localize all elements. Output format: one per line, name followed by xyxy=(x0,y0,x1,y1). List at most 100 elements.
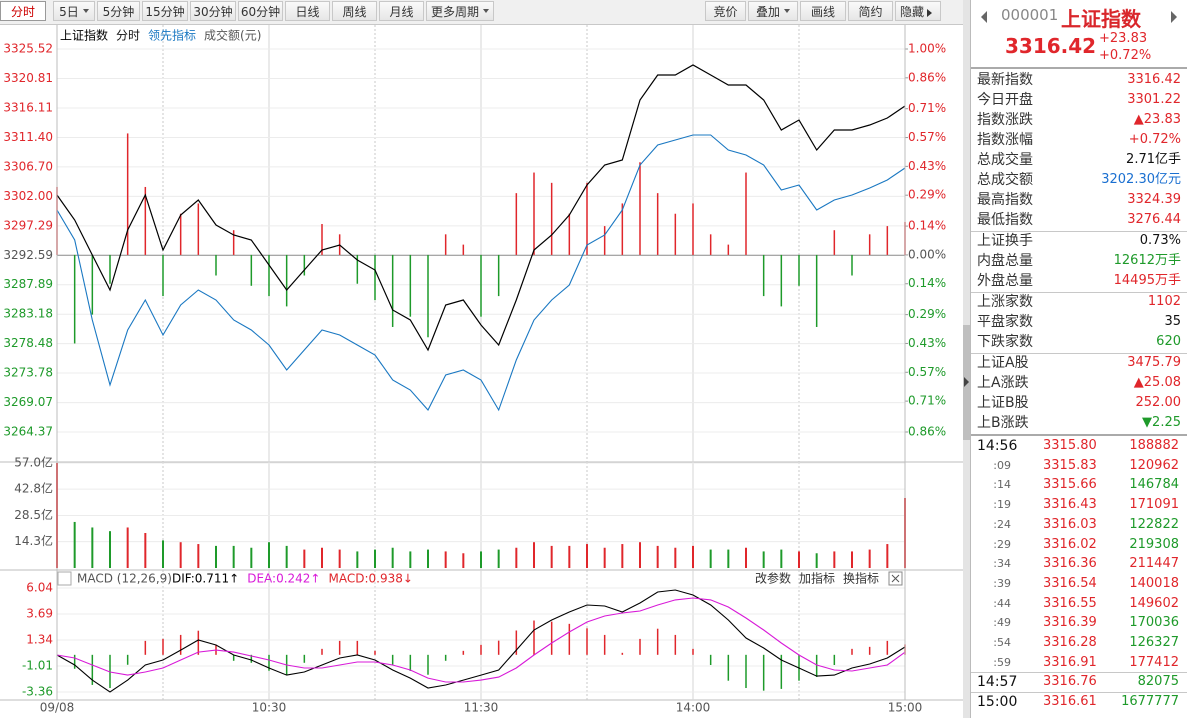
quote-label: 总成交额 xyxy=(977,172,1033,188)
tick-row: 15:00 3316.61 1677777 xyxy=(971,692,1187,712)
tick-time: :34 xyxy=(993,557,1011,571)
tool-button[interactable]: 隐藏 xyxy=(895,1,941,21)
collapse-tab[interactable] xyxy=(963,325,970,440)
y-tick-label: 3297.29 xyxy=(3,218,53,232)
separator xyxy=(971,692,1187,694)
line xyxy=(56,589,906,693)
prev-icon[interactable] xyxy=(979,10,989,24)
quote-row: 最新指数 3316.42 xyxy=(971,70,1187,90)
quote-label: 上证B股 xyxy=(977,395,1029,411)
tick-volume: 170036 xyxy=(1129,615,1179,631)
tick-row: :59 3316.91 177412 xyxy=(971,653,1187,673)
tool-button[interactable]: 画线 xyxy=(800,1,846,21)
quote-label: 上证A股 xyxy=(977,355,1029,371)
period-button[interactable]: 月线 xyxy=(379,1,424,21)
tool-button[interactable]: 叠加 xyxy=(748,1,798,21)
period-button[interactable]: 更多周期 xyxy=(426,1,494,21)
quote-label: 最高指数 xyxy=(977,192,1033,208)
quote-value: 252.00 xyxy=(1135,395,1182,410)
tick-price: 3316.91 xyxy=(1043,654,1097,670)
period-button[interactable]: 30分钟 xyxy=(190,1,236,21)
tick-time: :39 xyxy=(993,576,1011,590)
tick-row: :44 3316.55 149602 xyxy=(971,594,1187,614)
tick-volume: 122822 xyxy=(1129,516,1179,532)
separator xyxy=(971,292,1187,293)
tick-time: :14 xyxy=(993,478,1011,492)
tick-volume: 1677777 xyxy=(1121,694,1179,710)
quote-label: 下跌家数 xyxy=(977,334,1033,350)
quote-row: 平盘家数 35 xyxy=(971,312,1187,332)
y-tick-label: 42.8亿 xyxy=(14,481,53,496)
tick-row: :09 3315.83 120962 xyxy=(971,456,1187,476)
quote-row: 总成交量 2.71亿手 xyxy=(971,150,1187,170)
quote-row: 上A涨跌 ▲25.08 xyxy=(971,373,1187,393)
indicator-tool[interactable]: 改参数 xyxy=(755,571,791,586)
y2-tick-label: 0.43% xyxy=(908,159,946,173)
quote-row: 最高指数 3324.39 xyxy=(971,190,1187,210)
period-button[interactable]: 日线 xyxy=(285,1,330,21)
tab-icon xyxy=(964,377,969,387)
next-icon[interactable] xyxy=(1169,10,1179,24)
quote-value: 0.73% xyxy=(1139,233,1181,248)
tick-price: 3316.61 xyxy=(1043,694,1097,710)
quote-label: 今日开盘 xyxy=(977,92,1033,108)
tick-row: 14:56 3315.80 188882 xyxy=(971,436,1187,456)
quote-label: 外盘总量 xyxy=(977,273,1033,289)
indicator-tool[interactable]: 换指标 xyxy=(843,571,879,586)
period-button[interactable]: 分时 xyxy=(0,1,46,21)
y-tick-label: 28.5亿 xyxy=(14,507,53,522)
quote-panel: 000001 上证指数 3316.42 +23.83 +0.72% 最新指数 33… xyxy=(970,0,1187,718)
quote-value: 3301.22 xyxy=(1127,92,1181,107)
quote-row: 最低指数 3276.44 xyxy=(971,210,1187,230)
help-icon xyxy=(57,571,72,586)
tick-volume: 82075 xyxy=(1137,674,1179,690)
x-tick-label: 15:00 xyxy=(888,701,923,715)
period-button[interactable]: 60分钟 xyxy=(238,1,283,21)
tick-price: 3315.83 xyxy=(1043,457,1097,473)
line xyxy=(56,64,906,352)
separator xyxy=(971,434,1187,436)
y2-tick-label: 0.86% xyxy=(908,425,946,439)
tick-row: :34 3316.36 211447 xyxy=(971,554,1187,574)
tool-button[interactable]: 竞价 xyxy=(705,1,746,21)
tick-price: 3316.43 xyxy=(1043,497,1097,513)
y-tick-label: 3283.18 xyxy=(3,307,53,321)
quote-value: +0.72% xyxy=(1128,132,1181,147)
quote-label: 上B涨跌 xyxy=(977,415,1029,431)
quote-value: 3316.42 xyxy=(1127,72,1181,87)
tick-volume: 177412 xyxy=(1129,654,1179,670)
tick-row: 14:57 3316.76 82075 xyxy=(971,672,1187,692)
y-tick-label: 3311.40 xyxy=(3,130,53,144)
tick-time: :19 xyxy=(993,498,1011,512)
tick-price: 3316.03 xyxy=(1043,516,1097,532)
tool-button[interactable]: 简约 xyxy=(848,1,893,21)
tick-price: 3316.02 xyxy=(1043,536,1097,552)
period-button[interactable]: 15分钟 xyxy=(142,1,188,21)
tick-price: 3316.39 xyxy=(1043,615,1097,631)
indicator-tool[interactable]: 加指标 xyxy=(799,571,835,586)
change: +23.83 xyxy=(1099,31,1148,46)
legend-label: 成交额(元) xyxy=(204,28,261,43)
tick-time: 15:00 xyxy=(977,694,1018,711)
y2-tick-label: 0.00% xyxy=(908,247,946,261)
tick-time: :09 xyxy=(993,458,1011,472)
period-button[interactable]: 5日 xyxy=(53,1,95,21)
period-button[interactable]: 周线 xyxy=(332,1,377,21)
tick-row: :29 3316.02 219308 xyxy=(971,535,1187,555)
y2-tick-label: 0.29% xyxy=(908,188,946,202)
tick-volume: 149602 xyxy=(1129,595,1179,611)
quote-label: 总成交量 xyxy=(977,152,1033,168)
tick-time: :44 xyxy=(993,596,1011,610)
quote-row: 内盘总量 12612万手 xyxy=(971,251,1187,271)
tick-row: :49 3316.39 170036 xyxy=(971,613,1187,633)
separator xyxy=(971,231,1187,232)
quote-row: 上证换手 0.73% xyxy=(971,231,1187,251)
tick-volume: 219308 xyxy=(1129,536,1179,552)
x-tick-label: 11:30 xyxy=(464,701,499,715)
quote-label: 上A涨跌 xyxy=(977,375,1029,391)
y-tick-label: 3269.07 xyxy=(3,395,53,409)
quote-label: 平盘家数 xyxy=(977,314,1033,330)
y2-tick-label: 0.86% xyxy=(908,70,946,84)
period-button[interactable]: 5分钟 xyxy=(97,1,140,21)
line xyxy=(56,134,906,412)
